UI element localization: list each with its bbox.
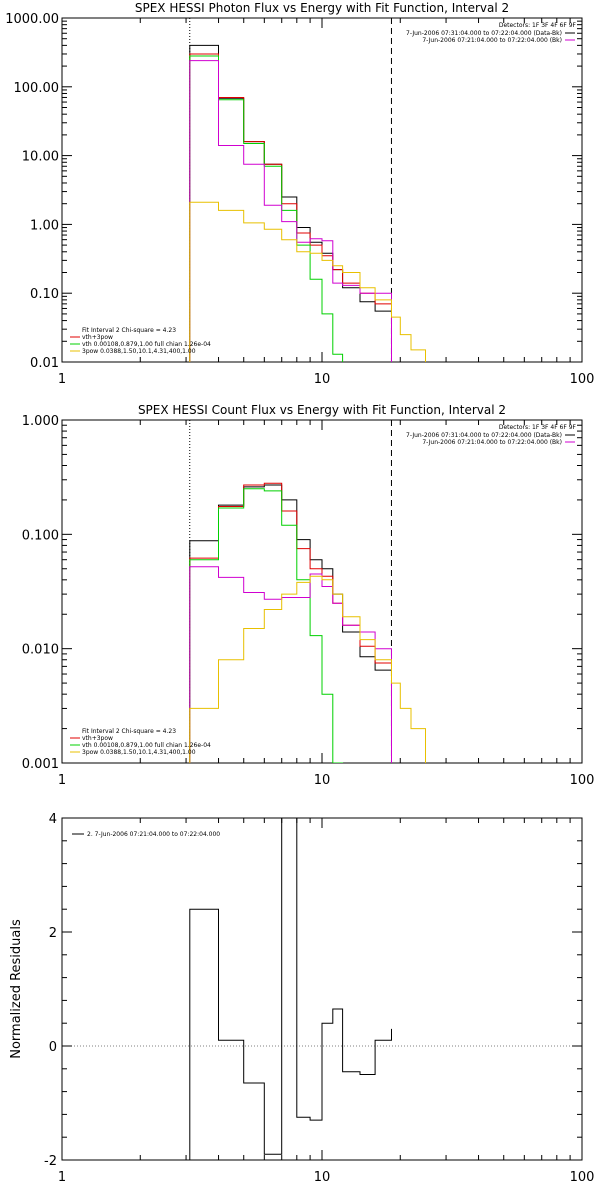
legend-label: 7-Jun-2006 07:21:04.000 to 07:22:04.000 … [422, 37, 562, 44]
detectors-label: Detectors: 1F 3F 4F 6F 9F [499, 424, 577, 431]
legend-label: Fit Interval 2 Chi-square = 4.23 [82, 728, 176, 735]
plot-frame [61, 419, 583, 764]
chart-title: SPEX HESSI Count Flux vs Energy with Fit… [138, 403, 506, 417]
residuals-panel: 1 10 100 -2 0 2 4 Normalized Residuals 2. 7-Jun-… [9, 812, 594, 1185]
series-3pow [189, 575, 426, 763]
legend-label: 3pow 0.0388,1.50,10.1,4.31,400,1.00 [82, 749, 196, 756]
series-vth [189, 488, 344, 763]
series-3pow [189, 201, 426, 362]
x-tick-label: 100 [570, 372, 595, 387]
y-tick-label: 2 [49, 926, 57, 941]
detectors-label: Detectors: 1F 3F 4F 6F 9F [499, 22, 577, 29]
y-tick-label: 1.00 [30, 218, 59, 233]
x-tick-label: 1 [58, 372, 66, 387]
legend-label: 2. 7-Jun-2006 07:21:04.000 to 07:22:04.0… [87, 831, 220, 838]
y-tick-label: 0.10 [30, 287, 59, 302]
x-tick-label: 1 [58, 773, 66, 788]
x-tick-label: 10 [314, 1170, 331, 1185]
x-tick-label: 10 [314, 773, 331, 788]
legend-label: vth+3pow [82, 334, 113, 341]
y-tick-label: 0.010 [22, 643, 59, 658]
series-bk [189, 60, 392, 362]
legend-label: vth 0.00108,0.879,1.00 full chian 1.26e-… [82, 742, 211, 749]
series-data-bk [189, 44, 392, 362]
y-axis-label: Normalized Residuals [9, 919, 24, 1059]
series-group [189, 44, 426, 362]
x-tick-label: 10 [314, 372, 331, 387]
y-tick-label: 10.00 [22, 150, 59, 165]
y-tick-label: 100.00 [14, 81, 60, 96]
x-tick-label: 100 [570, 773, 595, 788]
y-tick-label: 0.01 [30, 356, 59, 371]
series-group [189, 818, 392, 1160]
series-data-bk [189, 484, 392, 763]
legend-label: vth 0.00108,0.879,1.00 full chian 1.26e-… [82, 341, 211, 348]
series-residuals [189, 818, 392, 1160]
photon-flux-panel: SPEX HESSI Photon Flux vs Energy with Fi… [5, 1, 594, 387]
y-tick-label: 4 [49, 812, 57, 827]
y-tick-label: 0.100 [22, 528, 59, 543]
series-group [189, 482, 426, 763]
legend-label: 7-Jun-2006 07:31:04.000 to 07:22:04.000 … [406, 432, 562, 439]
legend-label: Fit Interval 2 Chi-square = 4.23 [82, 327, 176, 334]
y-tick-label: 1.000 [22, 414, 59, 429]
series-vth-3pow [189, 482, 392, 763]
legend-label: vth+3pow [82, 735, 113, 742]
y-tick-label: 1000.00 [5, 12, 59, 27]
chart-title: SPEX HESSI Photon Flux vs Energy with Fi… [135, 1, 509, 15]
x-tick-label: 100 [570, 1170, 595, 1185]
series-bk [189, 566, 392, 763]
series-vth [189, 55, 344, 362]
y-tick-label: 0 [49, 1040, 57, 1055]
count-flux-panel: SPEX HESSI Count Flux vs Energy with Fit… [22, 403, 595, 788]
legend-label: 3pow 0.0388,1.50,10.1,4.31,400,1.00 [82, 348, 196, 355]
y-tick-label: -2 [44, 1154, 57, 1169]
legend-label: 7-Jun-2006 07:21:04.000 to 07:22:04.000 … [422, 439, 562, 446]
y-tick-label: 0.001 [22, 757, 59, 772]
x-tick-label: 1 [58, 1170, 66, 1185]
legend-label: 7-Jun-2006 07:31:04.000 to 07:22:04.000 … [406, 30, 562, 37]
series-vth-3pow [189, 53, 392, 362]
